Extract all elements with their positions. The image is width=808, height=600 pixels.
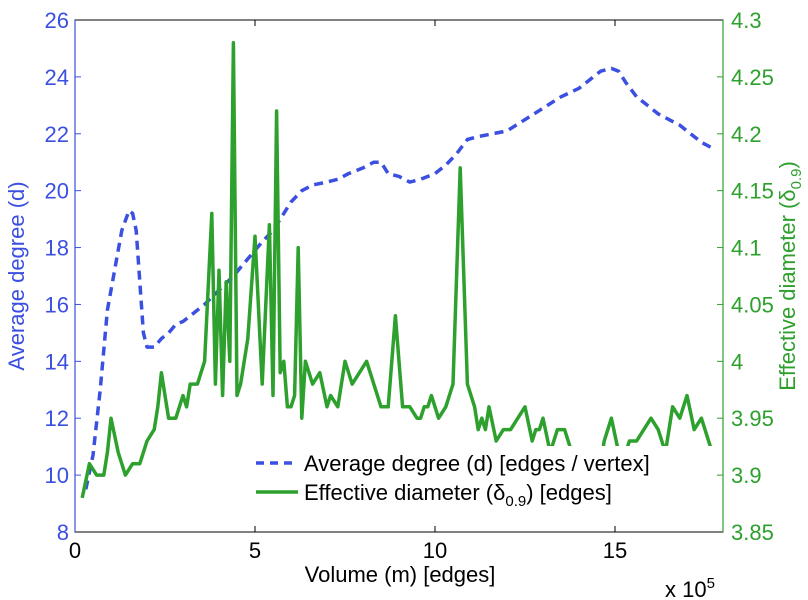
left-tick-label: 12	[45, 406, 69, 431]
left-tick-label: 20	[45, 179, 69, 204]
legend-diameter-prefix: Effective diameter (δ	[304, 480, 505, 505]
legend-diameter-suffix: ) [edges]	[526, 480, 612, 505]
right-axis-label-main: Effective diameter (δ	[775, 189, 800, 390]
x-axis-label: Volume (m) [edges]	[305, 562, 496, 587]
series-average-degree-line	[84, 66, 714, 490]
left-tick-label: 24	[45, 65, 69, 90]
x-tick-label: 5	[249, 538, 261, 563]
left-tick-label: 26	[45, 8, 69, 33]
x-multiplier-base: x 10	[665, 577, 707, 600]
legend-box	[252, 446, 714, 508]
left-axis-label: Average degree (d)	[4, 181, 29, 370]
x-multiplier-exp: 5	[707, 575, 715, 592]
right-tick-label: 4.3	[731, 8, 762, 33]
right-tick-label: 4.05	[731, 292, 774, 317]
left-tick-label: 22	[45, 122, 69, 147]
right-tick-label: 4.25	[731, 65, 774, 90]
left-tick-label: 10	[45, 463, 69, 488]
right-tick-label: 4.15	[731, 179, 774, 204]
x-multiplier: x 105	[665, 575, 715, 600]
right-axis-label: Effective diameter (δ0.9)	[775, 161, 805, 391]
x-tick-label: 15	[603, 538, 627, 563]
legend-label-diameter: Effective diameter (δ0.9) [edges]	[304, 480, 612, 510]
left-tick-label: 14	[45, 349, 69, 374]
right-tick-label: 3.95	[731, 406, 774, 431]
right-tick-label: 3.9	[731, 463, 762, 488]
right-tick-label: 4.1	[731, 236, 762, 261]
right-axis-label-sub: 0.9	[788, 169, 805, 190]
legend-label-degree: Average degree (d) [edges / vertex]	[304, 451, 650, 476]
right-axis-label-close: )	[775, 161, 800, 168]
x-tick-label: 10	[423, 538, 447, 563]
left-tick-label: 8	[57, 520, 69, 545]
legend-diameter-sub: 0.9	[505, 493, 526, 510]
right-tick-label: 4.2	[731, 122, 762, 147]
left-tick-label: 16	[45, 292, 69, 317]
left-tick-label: 18	[45, 236, 69, 261]
right-tick-label: 3.85	[731, 520, 774, 545]
x-tick-label: 0	[69, 538, 81, 563]
legend: Average degree (d) [edges / vertex] Effe…	[252, 446, 714, 510]
right-tick-label: 4	[731, 349, 743, 374]
